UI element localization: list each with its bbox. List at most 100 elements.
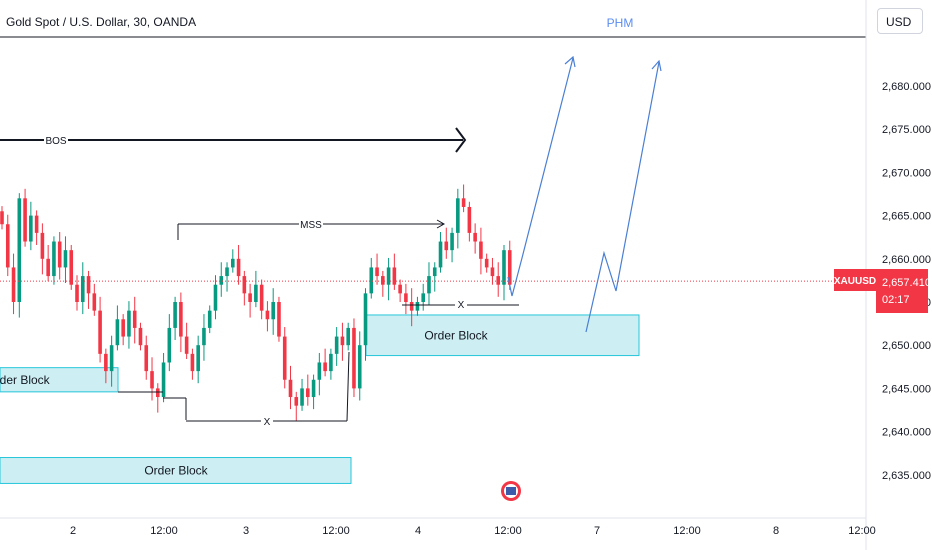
candle-body	[329, 353, 333, 372]
candle-body	[161, 362, 166, 398]
candle-body	[392, 267, 397, 285]
x-label-bg	[455, 298, 467, 311]
candle-body	[490, 267, 495, 277]
candle-body	[121, 319, 125, 337]
order-block-zone	[0, 367, 119, 393]
projection-arrowhead-2	[651, 59, 662, 72]
candle-body	[357, 345, 362, 389]
x-tick-label: 12:00	[322, 525, 350, 537]
price-badge-countdown: 02:17	[882, 294, 910, 306]
candle-body	[173, 302, 177, 328]
candle-body	[109, 345, 114, 372]
y-tick-label: 2,640.000	[882, 427, 931, 439]
symbol-title: Gold Spot / U.S. Dollar, 30, OANDA	[6, 15, 197, 29]
candle-body	[11, 267, 16, 302]
y-tick-label: 2,645.000	[882, 383, 931, 395]
x-tick-label: 8	[773, 525, 779, 537]
candle-body	[369, 267, 374, 294]
candle-body	[0, 211, 4, 225]
candle-body	[75, 284, 79, 302]
watermark-text: PHM	[607, 16, 634, 30]
y-tick-label: 2,635.000	[882, 470, 931, 482]
projection-path-2	[585, 61, 660, 333]
candle-body	[282, 336, 287, 380]
candle-body	[288, 379, 293, 398]
mss-label: MSS	[300, 220, 322, 231]
x-tick-label: 3	[243, 525, 249, 537]
order-block-zone	[365, 314, 640, 357]
candle-body	[115, 319, 120, 346]
order-block-label: Order Block	[0, 373, 51, 387]
order-block-label: Order Block	[144, 463, 208, 477]
candle-body	[352, 327, 356, 389]
candle-body	[29, 215, 33, 242]
x-tick-label: 4	[415, 525, 421, 537]
y-tick-label: 2,680.000	[882, 81, 931, 93]
candle-body	[242, 276, 247, 294]
candle-body	[479, 241, 483, 259]
candle-body	[167, 327, 172, 363]
candle-body	[386, 267, 391, 285]
x-tick-label: 7	[594, 525, 600, 537]
y-tick-label: 2,665.000	[882, 211, 931, 223]
x-label-upper: X	[458, 300, 465, 311]
candle-body	[46, 258, 50, 277]
candle-body	[415, 302, 420, 311]
price-badge-symbol: XAUUSD	[834, 276, 876, 287]
candle-body	[259, 284, 264, 311]
price-badge-bg	[876, 269, 928, 313]
candle-body	[323, 362, 327, 372]
candle-body	[69, 250, 74, 285]
candle-body	[92, 293, 97, 311]
projection-path-1	[507, 57, 574, 297]
candle-body	[507, 250, 512, 285]
candle-body	[265, 310, 270, 320]
candle-body	[190, 353, 195, 372]
candle-body	[421, 293, 426, 302]
candle-body	[496, 276, 501, 285]
x-tick-label: 12:00	[848, 525, 876, 537]
candle-body	[202, 327, 206, 346]
candle-body	[219, 276, 224, 285]
candle-body	[40, 232, 45, 259]
candle-body	[80, 276, 85, 302]
candle-body	[179, 302, 183, 337]
y-tick-label: 2,660.000	[882, 254, 931, 266]
candle-body	[427, 276, 431, 294]
candle-body	[404, 293, 408, 302]
candle-body	[86, 276, 91, 294]
candle-body	[52, 241, 56, 277]
y-tick-label: 2,650.000	[882, 340, 931, 352]
price-badge-symbol-bg	[834, 269, 876, 291]
candle-body	[127, 310, 131, 337]
currency-button[interactable]: USD	[877, 8, 923, 34]
candle-body	[294, 397, 299, 406]
candle-body	[438, 241, 443, 268]
candle-body	[104, 353, 108, 372]
candle-body	[346, 327, 350, 346]
candle-body	[213, 284, 218, 311]
x-tick-label: 2	[70, 525, 76, 537]
candle-body	[236, 258, 241, 277]
bos-label-bg	[44, 133, 68, 147]
candle-body	[144, 345, 149, 372]
candle-body	[381, 276, 385, 285]
mss-arrowhead	[436, 219, 446, 229]
mss-label-bg	[299, 218, 323, 231]
candle-body	[34, 215, 39, 233]
bos-label: BOS	[45, 136, 66, 147]
candle-body	[317, 362, 322, 380]
candle-body	[311, 379, 316, 398]
candle-body	[502, 250, 506, 285]
candle-body	[444, 241, 449, 251]
candle-body	[138, 327, 143, 346]
projection-arrowhead-1	[564, 55, 576, 68]
candle-body	[271, 302, 275, 320]
candle-body	[461, 198, 466, 207]
candle-body	[17, 198, 22, 302]
candle-body	[409, 302, 414, 311]
x-tick-label: 12:00	[673, 525, 701, 537]
candle-body	[5, 224, 10, 268]
